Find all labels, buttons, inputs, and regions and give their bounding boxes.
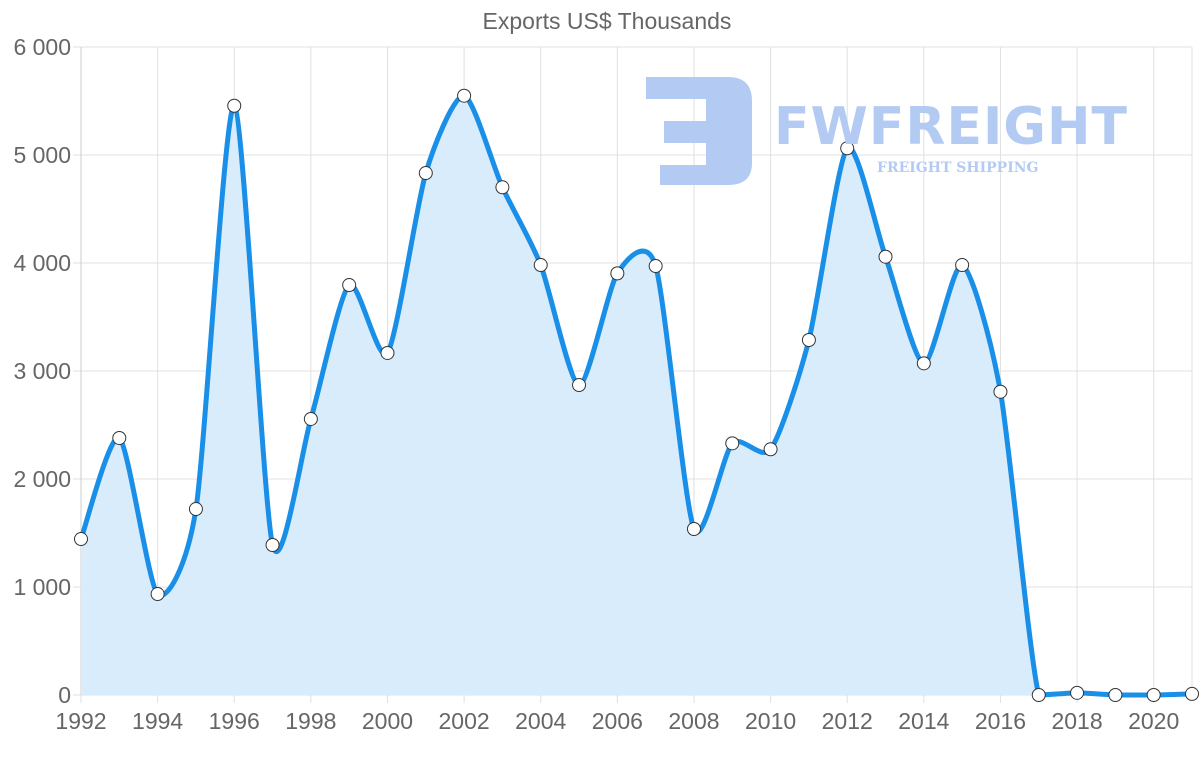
x-tick-label: 2004 bbox=[515, 708, 566, 734]
data-point[interactable] bbox=[993, 384, 1008, 399]
data-point[interactable] bbox=[380, 345, 395, 360]
x-tick-label: 2008 bbox=[668, 708, 719, 734]
x-tick-label: 2002 bbox=[439, 708, 490, 734]
x-tick-label: 2018 bbox=[1051, 708, 1102, 734]
x-tick-label: 2014 bbox=[898, 708, 949, 734]
x-tick-label: 1994 bbox=[132, 708, 183, 734]
x-tick-label: 2000 bbox=[362, 708, 413, 734]
y-tick-label: 0 bbox=[58, 682, 71, 708]
data-point[interactable] bbox=[227, 98, 242, 113]
data-point[interactable] bbox=[610, 266, 625, 281]
chart-title: Exports US$ Thousands bbox=[482, 8, 732, 34]
x-axis: 1992 1994 1996 1998 2000 2002 2004 2006 2008 2010… bbox=[55, 708, 1179, 734]
data-point[interactable] bbox=[265, 537, 280, 552]
data-point[interactable] bbox=[495, 180, 510, 195]
y-axis: 0 1 000 2 000 3 000 4 000 5 000 6 000 bbox=[13, 34, 71, 708]
x-tick-label: 1992 bbox=[55, 708, 106, 734]
x-tick-label: 1998 bbox=[285, 708, 336, 734]
data-point[interactable] bbox=[112, 430, 127, 445]
y-tick-label: 4 000 bbox=[13, 250, 71, 276]
data-point[interactable] bbox=[916, 356, 931, 371]
y-tick-label: 5 000 bbox=[13, 142, 71, 168]
data-point[interactable] bbox=[418, 166, 433, 181]
data-point[interactable] bbox=[648, 259, 663, 274]
y-tick-label: 6 000 bbox=[13, 34, 71, 60]
x-tick-label: 2020 bbox=[1128, 708, 1179, 734]
data-point[interactable] bbox=[188, 502, 203, 517]
data-point[interactable] bbox=[1031, 688, 1046, 702]
data-point[interactable] bbox=[878, 249, 893, 264]
data-point[interactable] bbox=[533, 258, 548, 273]
data-point[interactable] bbox=[1070, 685, 1085, 700]
data-point[interactable] bbox=[840, 141, 855, 156]
series-line bbox=[78, 93, 1193, 698]
y-tick-label: 1 000 bbox=[13, 574, 71, 600]
data-point[interactable] bbox=[74, 532, 88, 547]
data-point[interactable] bbox=[686, 522, 701, 537]
x-tick-label: 2006 bbox=[592, 708, 643, 734]
data-point[interactable] bbox=[150, 587, 165, 602]
data-point[interactable] bbox=[801, 333, 816, 348]
data-point[interactable] bbox=[303, 411, 318, 426]
data-point[interactable] bbox=[1146, 688, 1161, 702]
data-point[interactable] bbox=[725, 436, 740, 451]
data-point[interactable] bbox=[1108, 688, 1123, 702]
x-tick-label: 2012 bbox=[822, 708, 873, 734]
y-tick-label: 2 000 bbox=[13, 466, 71, 492]
data-point[interactable] bbox=[342, 278, 357, 293]
y-tick-label: 3 000 bbox=[13, 358, 71, 384]
x-tick-label: 1996 bbox=[209, 708, 260, 734]
x-tick-label: 2016 bbox=[975, 708, 1026, 734]
data-point[interactable] bbox=[763, 442, 778, 457]
series-area-fill bbox=[81, 95, 1192, 695]
data-point[interactable] bbox=[457, 88, 472, 103]
data-point[interactable] bbox=[572, 378, 587, 393]
x-tick-label: 2010 bbox=[745, 708, 796, 734]
data-point[interactable] bbox=[1185, 686, 1199, 701]
data-point[interactable] bbox=[955, 258, 970, 273]
data-points bbox=[74, 88, 1199, 702]
